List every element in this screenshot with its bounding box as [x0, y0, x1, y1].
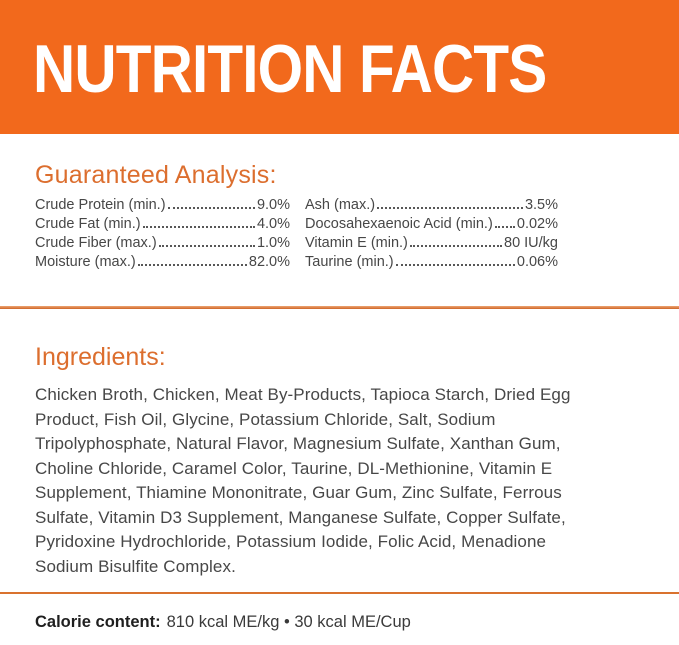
dot-leader: [395, 264, 515, 266]
analysis-value: 82.0%: [248, 254, 290, 270]
dot-leader: [409, 245, 502, 247]
calorie-content-value: 810 kcal ME/kg • 30 kcal ME/Cup: [166, 613, 411, 631]
analysis-label: Taurine (min.): [305, 254, 394, 270]
analysis-column-left: Crude Protein (min.) 9.0% Crude Fat (min…: [35, 196, 290, 272]
analysis-columns: Crude Protein (min.) 9.0% Crude Fat (min…: [35, 196, 679, 272]
analysis-value: 0.02%: [516, 216, 558, 232]
section-divider: [0, 306, 679, 309]
analysis-value: 3.5%: [524, 197, 558, 213]
dot-leader: [137, 264, 247, 266]
guaranteed-analysis-section: Guaranteed Analysis: Crude Protein (min.…: [35, 162, 679, 272]
analysis-label: Vitamin E (min.): [305, 235, 408, 251]
header-band: NUTRITION FACTS: [0, 0, 679, 134]
analysis-row: Docosahexaenoic Acid (min.) 0.02%: [305, 215, 558, 234]
analysis-value: 80 IU/kg: [504, 235, 558, 251]
guaranteed-analysis-heading: Guaranteed Analysis:: [35, 161, 277, 189]
analysis-value: 4.0%: [256, 216, 290, 232]
analysis-row: Crude Fiber (max.) 1.0%: [35, 234, 290, 253]
analysis-value: 1.0%: [256, 235, 290, 251]
dot-leader: [167, 207, 255, 209]
analysis-value: 9.0%: [256, 197, 290, 213]
dot-leader: [142, 226, 255, 228]
dot-leader: [494, 226, 515, 228]
ingredients-section: Ingredients: Chicken Broth, Chicken, Mea…: [35, 343, 679, 579]
analysis-label: Crude Fiber (max.): [35, 235, 157, 251]
analysis-row: Vitamin E (min.) 80 IU/kg: [305, 234, 558, 253]
analysis-label: Crude Protein (min.): [35, 197, 166, 213]
calorie-content-label: Calorie content:: [35, 613, 161, 631]
dot-leader: [377, 207, 523, 209]
analysis-label: Crude Fat (min.): [35, 216, 141, 232]
analysis-value: 0.06%: [516, 254, 558, 270]
dot-leader: [158, 245, 255, 247]
analysis-column-right: Ash (max.) 3.5% Docosahexaenoic Acid (mi…: [305, 196, 558, 272]
analysis-label: Moisture (max.): [35, 254, 136, 270]
ingredients-heading: Ingredients:: [35, 343, 166, 371]
calorie-content-row: Calorie content: 810 kcal ME/kg • 30 kcal…: [35, 611, 679, 633]
ingredients-text: Chicken Broth, Chicken, Meat By-Products…: [35, 385, 571, 576]
analysis-label: Ash (max.): [305, 197, 376, 213]
page-title: NUTRITION FACTS: [33, 31, 547, 107]
analysis-row: Taurine (min.) 0.06%: [305, 253, 558, 272]
analysis-row: Ash (max.) 3.5%: [305, 196, 558, 215]
analysis-label: Docosahexaenoic Acid (min.): [305, 216, 493, 232]
analysis-row: Crude Fat (min.) 4.0%: [35, 215, 290, 234]
section-divider: [0, 592, 679, 594]
analysis-row: Moisture (max.) 82.0%: [35, 253, 290, 272]
analysis-row: Crude Protein (min.) 9.0%: [35, 196, 290, 215]
